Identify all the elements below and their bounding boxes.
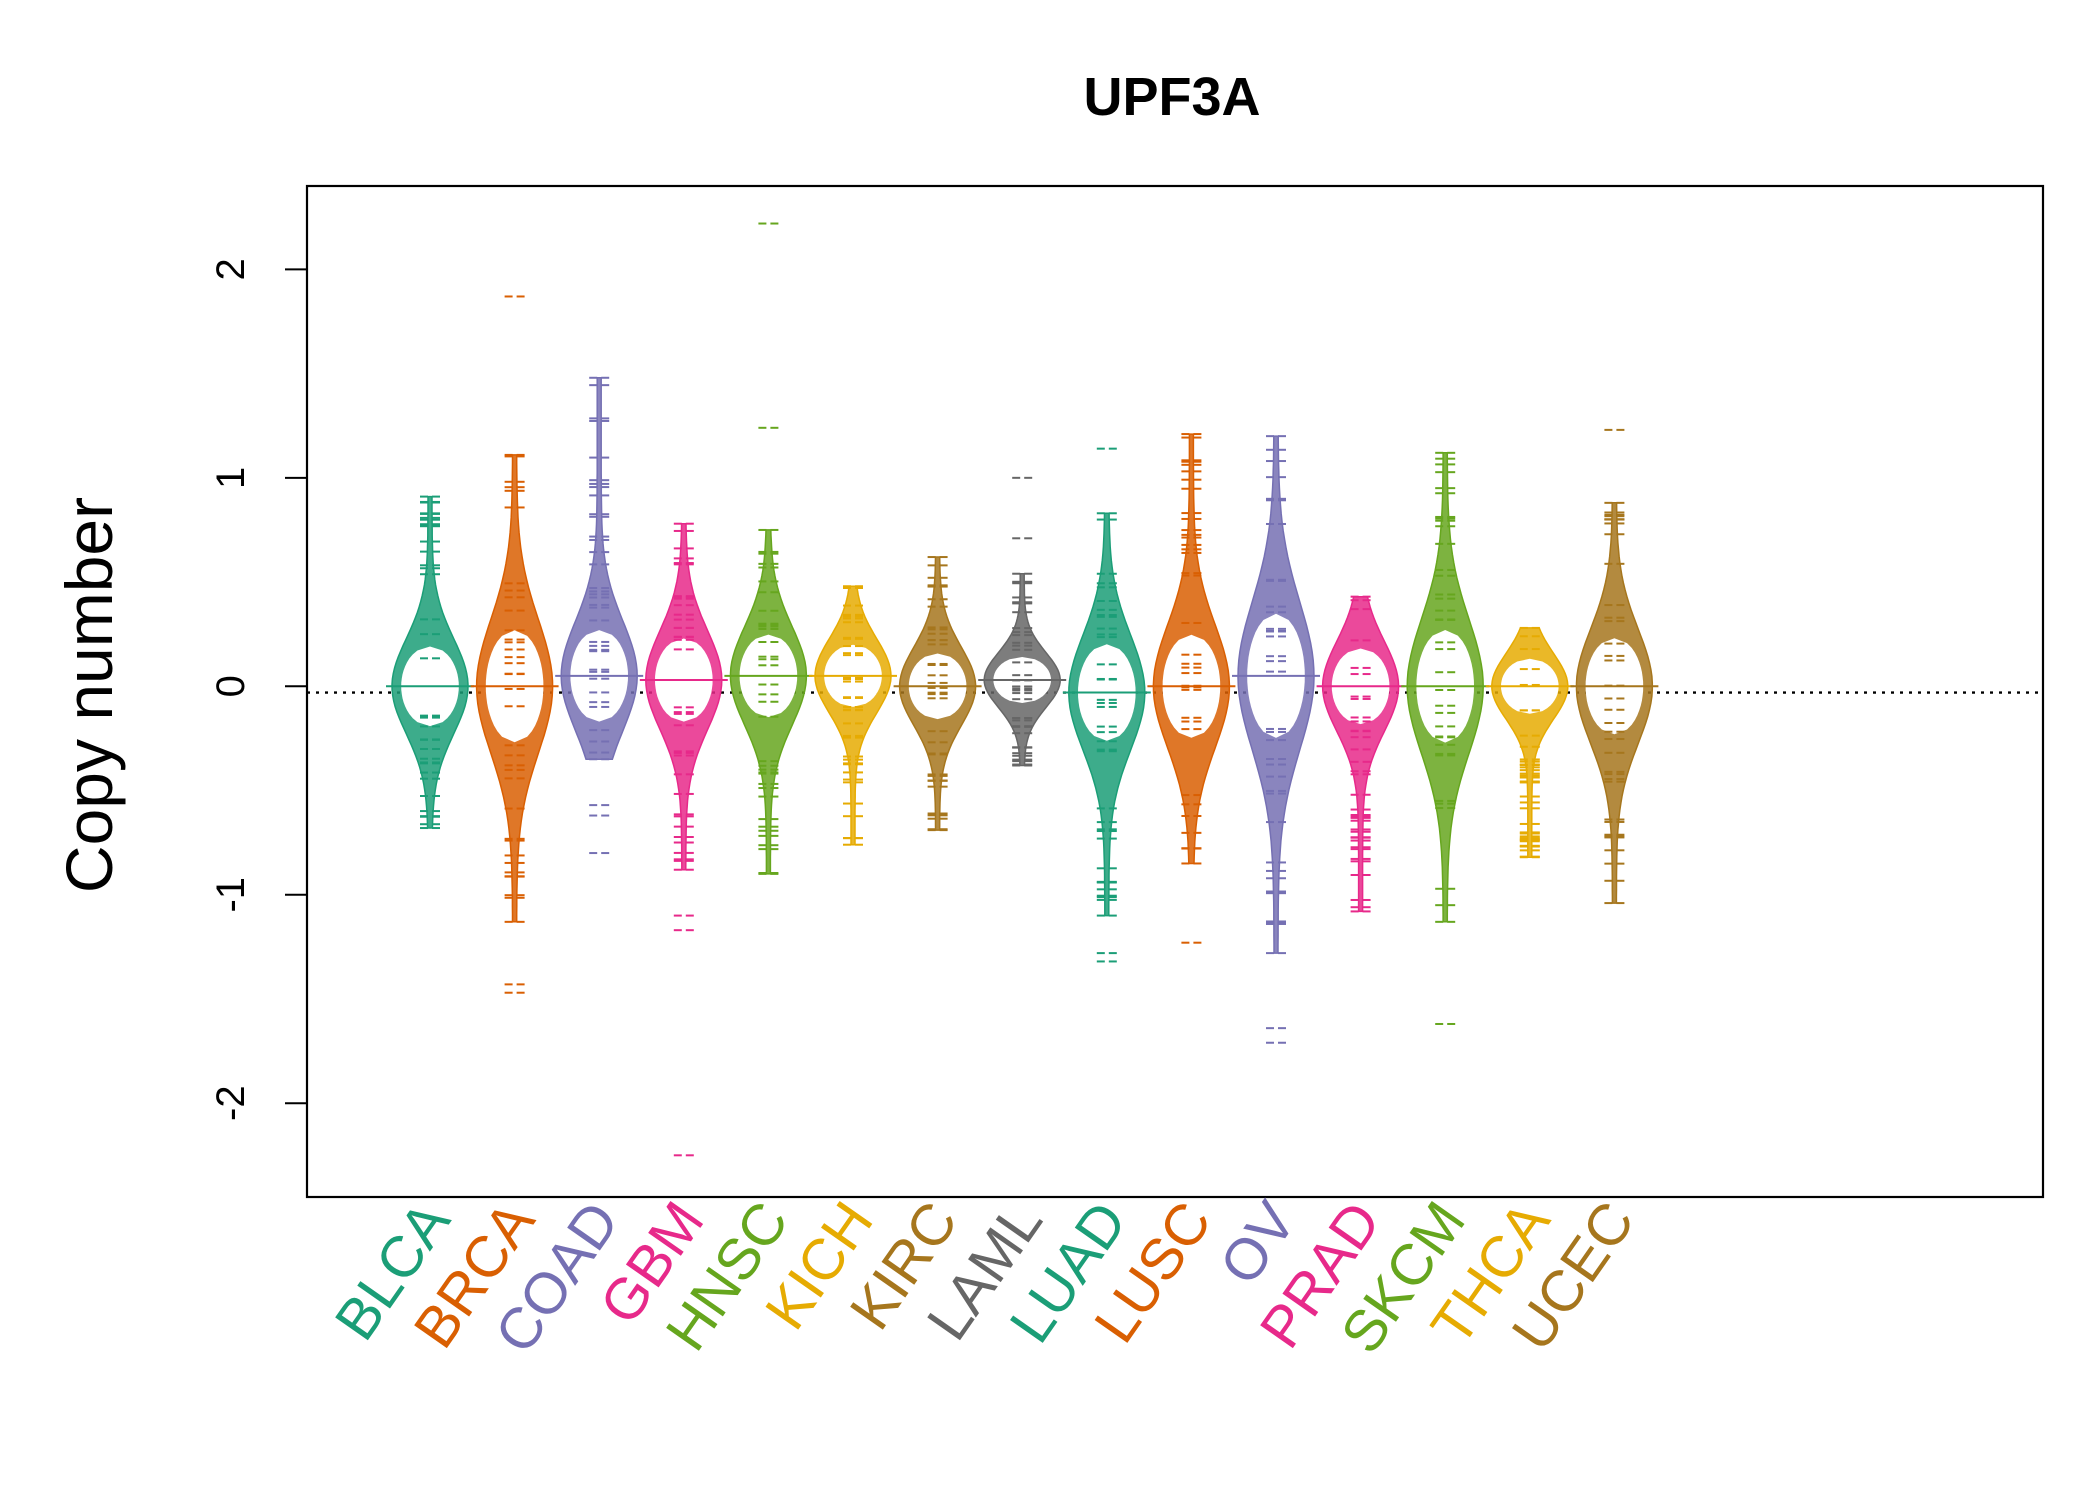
y-axis: -2 -1 0 1 2: [209, 258, 308, 1121]
bean-skcm: [1401, 451, 1490, 1025]
y-tick-label: -2: [209, 1085, 253, 1121]
bean-hnsc: [724, 222, 813, 875]
bean-thca: [1485, 626, 1574, 859]
bean-laml: [978, 476, 1067, 767]
y-tick-label: 1: [209, 467, 253, 489]
bean-density: [1321, 595, 1400, 913]
bean-lusc: [1147, 433, 1236, 944]
bean-ucec: [1570, 428, 1659, 905]
x-axis: BLCABRCACOADGBMHNSCKICHKIRCLAMLLUADLUSCO…: [322, 1190, 1647, 1365]
bean-luad: [1062, 447, 1151, 963]
bean-gbm: [639, 522, 728, 1157]
bean-blca: [386, 495, 474, 830]
chart-title: UPF3A: [1083, 67, 1260, 127]
bean-ov: [1232, 435, 1320, 1044]
y-tick-label: -1: [209, 877, 253, 913]
bean-kich: [809, 585, 897, 846]
bean-brca: [470, 295, 559, 994]
bean-coad: [555, 376, 644, 855]
y-tick-label: 2: [209, 258, 253, 280]
bean-kirc: [893, 556, 982, 832]
y-axis-label: Copy number: [52, 497, 126, 893]
bean-density: [814, 585, 892, 846]
bean-marks: [386, 222, 1659, 1157]
y-tick-label: 0: [209, 675, 253, 697]
bean-prad: [1316, 595, 1405, 913]
